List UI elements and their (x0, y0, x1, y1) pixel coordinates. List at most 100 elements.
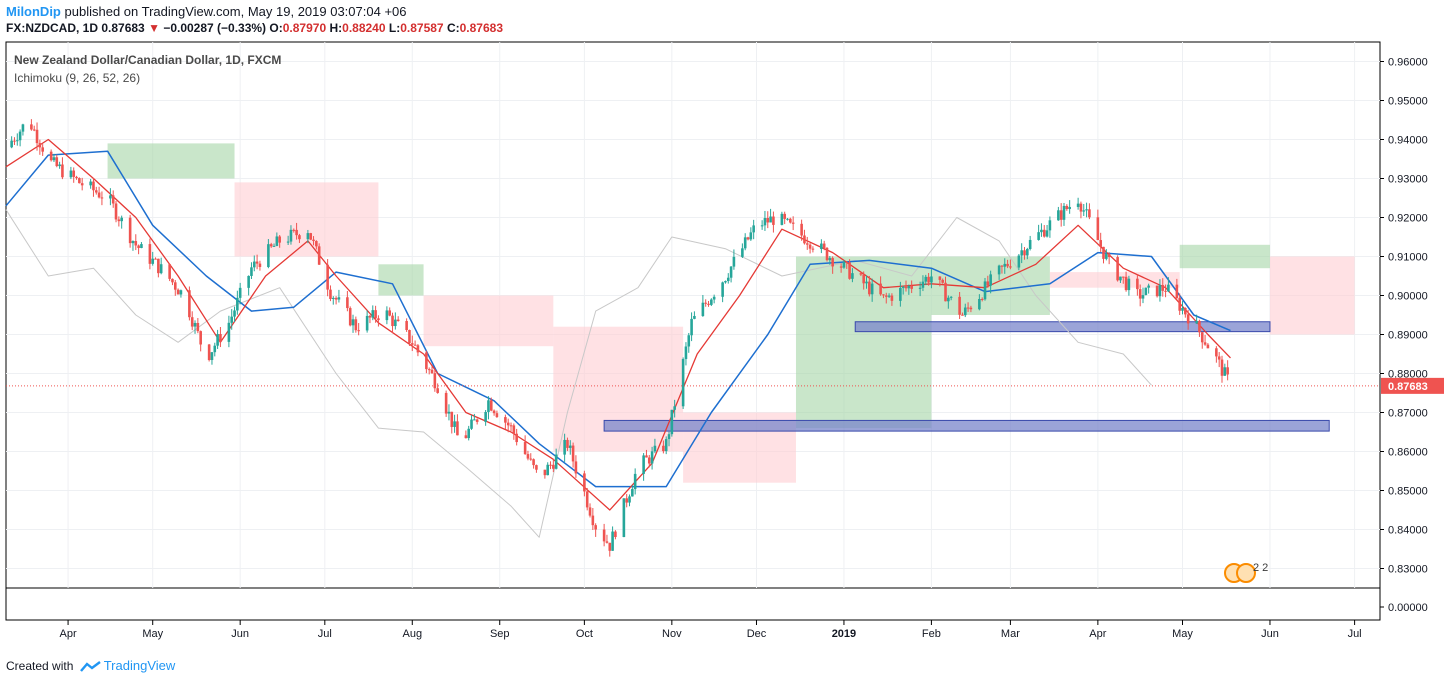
candle-body (348, 308, 352, 326)
candle-body (495, 413, 499, 418)
candle-body (653, 445, 657, 452)
candle-body (961, 314, 964, 316)
candle-body (117, 219, 121, 222)
candle-body (949, 296, 953, 298)
dividend-icon[interactable]: 2 2 (1224, 562, 1268, 583)
candle-body (684, 346, 688, 360)
candle-body (374, 310, 377, 319)
candle-body (275, 236, 279, 246)
candle-body (140, 244, 143, 249)
candle-body (1065, 205, 1069, 210)
candle-body (1220, 359, 1224, 376)
candle-body (1102, 246, 1105, 259)
candle-body (859, 273, 863, 275)
candle-body (295, 229, 298, 236)
candle-body (286, 241, 290, 243)
candle-body (329, 289, 332, 299)
candle-body (131, 241, 135, 244)
candle-body (151, 258, 155, 264)
candle-body (642, 455, 645, 474)
candle-body (425, 352, 428, 370)
candle-body (566, 439, 569, 448)
candle-body (645, 455, 648, 458)
candle-body (193, 322, 197, 327)
candle-body (969, 307, 973, 310)
ichimoku-lines (5, 138, 1231, 538)
candle-body (159, 264, 163, 274)
candle-body (1217, 356, 1221, 360)
candle-body (563, 439, 566, 455)
candle-body (309, 233, 313, 240)
cloud-band-bull (107, 143, 235, 179)
candle-body (134, 241, 138, 246)
candle-body (848, 262, 851, 279)
candle-body (887, 295, 891, 297)
candle-body (602, 529, 606, 542)
candle-body (585, 491, 589, 508)
candle-body (1198, 320, 1201, 333)
candle-body (687, 335, 691, 347)
candle-body (650, 451, 654, 464)
down-arrow-icon: ▼ (148, 21, 160, 35)
candle-body (783, 213, 786, 219)
candle-body (1062, 205, 1066, 220)
price-tick-label: 0.86000 (1388, 447, 1428, 459)
candle-body (1006, 263, 1009, 267)
candle-body (55, 157, 59, 167)
time-tick-label: Mar (1001, 628, 1020, 640)
candle-body (97, 192, 101, 198)
tradingview-brand[interactable]: TradingView (103, 658, 176, 673)
candle-body (1088, 209, 1091, 218)
candle-body (436, 388, 439, 393)
candle-body (526, 454, 530, 459)
candle-body (811, 248, 815, 250)
candle-body (49, 151, 53, 161)
candle-body (512, 425, 516, 434)
candle-body (789, 218, 792, 223)
candle-body (800, 223, 803, 236)
candle-body (207, 344, 211, 361)
candle-body (173, 282, 177, 290)
candle-body (879, 283, 882, 295)
candle-body (405, 321, 408, 331)
candle-body (1186, 314, 1190, 324)
indicator-label[interactable]: Ichimoku (9, 26, 52, 26) (14, 71, 140, 85)
candle-body (707, 303, 710, 305)
candle-body (1138, 289, 1142, 299)
candle-body (100, 197, 104, 199)
candle-body (92, 181, 95, 191)
support-zones[interactable] (603, 321, 1330, 432)
time-tick-label: Oct (576, 628, 593, 640)
close-label: C: (446, 21, 460, 35)
candle-body (1059, 210, 1063, 220)
time-tick-label: Aug (402, 628, 422, 640)
candle-body (568, 445, 572, 448)
candle-body (408, 330, 411, 344)
time-tick-label: May (142, 628, 163, 640)
candle-body (357, 330, 360, 332)
candle-body (292, 229, 296, 231)
time-tick-label: Dec (747, 628, 767, 640)
candle-body (963, 307, 967, 316)
candle-body (1215, 348, 1218, 357)
candle-body (30, 124, 33, 130)
candle-body (1028, 239, 1032, 250)
candle-body (1175, 284, 1179, 298)
candle-body (608, 542, 612, 551)
candle-body (433, 373, 437, 389)
candle-body (1023, 250, 1026, 256)
candle-body (391, 315, 394, 327)
author-name[interactable]: MilonDip (6, 4, 61, 19)
candle-body (15, 140, 19, 142)
candle-body (1203, 342, 1207, 345)
candle-body (583, 473, 586, 492)
support-zone (603, 419, 1330, 432)
candle-body (805, 243, 809, 245)
candle-body (690, 318, 693, 336)
candle-body (828, 258, 832, 261)
candle-body (430, 369, 434, 374)
candle-body (780, 213, 784, 225)
candle-body (1048, 220, 1052, 231)
candle-body (673, 406, 676, 410)
